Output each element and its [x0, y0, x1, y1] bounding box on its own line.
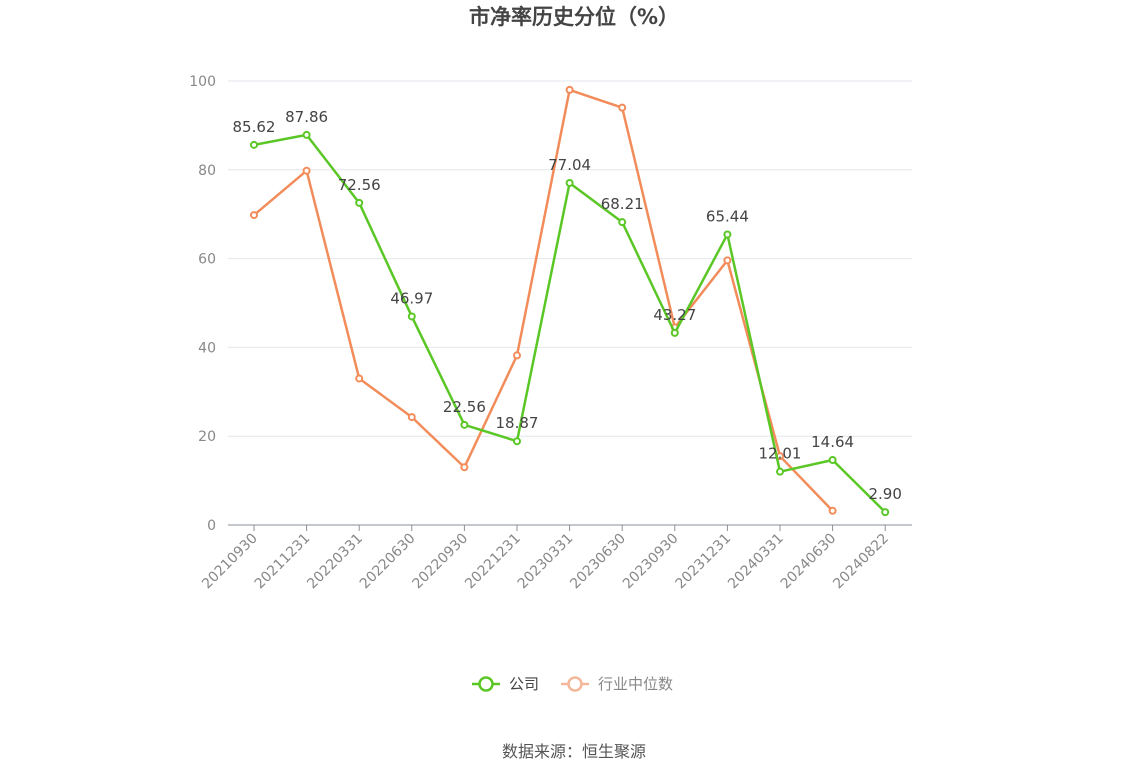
y-tick-label: 20	[198, 429, 216, 445]
data-label: 43.27	[653, 306, 696, 324]
data-point[interactable]	[723, 230, 732, 239]
data-point[interactable]	[565, 178, 574, 187]
y-tick-label: 60	[198, 252, 216, 268]
x-tick-label: 20220331	[304, 531, 366, 593]
data-label: 14.64	[811, 433, 854, 451]
series-1	[250, 85, 837, 515]
x-tick-label: 20240630	[778, 531, 840, 593]
series-0: 85.62 87.86 72.56 46.97 22.56 18.87 77.04 68.21…	[233, 108, 902, 517]
data-point[interactable]	[407, 312, 416, 321]
x-tick-label: 20240822	[830, 531, 892, 593]
data-label: 2.90	[868, 485, 901, 503]
y-axis: 0 20 40 60 80 100	[189, 74, 216, 534]
data-point[interactable]	[828, 455, 837, 464]
data-label: 72.56	[338, 176, 381, 194]
x-tick-label: 20231231	[673, 531, 735, 593]
x-tick-label: 20240331	[725, 531, 787, 593]
data-point[interactable]	[618, 103, 627, 112]
data-label: 22.56	[443, 398, 486, 416]
data-point[interactable]	[355, 198, 364, 207]
data-point[interactable]	[250, 140, 258, 149]
y-tick-label: 80	[198, 163, 216, 179]
x-tick-label: 20220930	[410, 531, 472, 593]
source-note: 数据来源：恒生聚源	[502, 742, 646, 761]
data-point[interactable]	[302, 130, 311, 139]
legend-item-1[interactable]: 行业中位数	[561, 675, 673, 693]
legend[interactable]: 公司 行业中位数	[472, 675, 673, 693]
y-tick-label: 0	[207, 518, 216, 534]
data-point[interactable]	[618, 218, 627, 227]
data-point[interactable]	[513, 351, 521, 360]
data-label: 87.86	[285, 108, 328, 126]
series-line	[253, 88, 834, 512]
data-point[interactable]	[881, 508, 890, 517]
y-tick-label: 40	[198, 340, 216, 356]
data-point[interactable]	[407, 413, 416, 422]
legend-item-0[interactable]: 公司	[472, 675, 539, 693]
chart-title: 市净率历史分位（%）	[469, 5, 679, 29]
data-point[interactable]	[460, 420, 469, 429]
data-point[interactable]	[670, 328, 679, 337]
data-label: 46.97	[390, 289, 433, 307]
y-tick-label: 100	[189, 74, 216, 90]
data-label: 68.21	[601, 195, 644, 213]
data-point[interactable]	[513, 437, 521, 446]
data-label: 18.87	[496, 414, 539, 432]
x-tick-label: 20220630	[357, 531, 419, 593]
x-tick-label: 20230930	[620, 531, 682, 593]
legend-label: 公司	[509, 675, 539, 693]
x-tick-label: 20211231	[252, 531, 314, 593]
data-point[interactable]	[302, 166, 311, 175]
legend-marker-icon	[478, 676, 494, 692]
x-tick-label: 20221231	[462, 531, 524, 593]
data-label: 65.44	[706, 207, 749, 225]
data-point[interactable]	[565, 85, 574, 94]
data-point[interactable]	[828, 506, 837, 515]
data-point[interactable]	[250, 211, 258, 220]
x-tick-label: 20210930	[199, 531, 261, 593]
data-label: 77.04	[548, 156, 591, 174]
data-point[interactable]	[723, 256, 732, 265]
data-point[interactable]	[776, 467, 784, 476]
legend-marker-icon	[567, 676, 583, 692]
data-point[interactable]	[355, 374, 364, 383]
legend-label: 行业中位数	[598, 675, 673, 693]
x-tick-label: 20230331	[515, 531, 577, 593]
data-point[interactable]	[460, 463, 469, 472]
data-label: 85.62	[233, 118, 276, 136]
series-group: 85.62 87.86 72.56 46.97 22.56 18.87 77.04 68.21…	[233, 85, 902, 517]
x-tick-label: 20230630	[567, 531, 629, 593]
x-axis: 2021093020211231202203312022063020220930…	[199, 524, 912, 593]
grid	[228, 80, 912, 437]
data-label: 12.01	[759, 445, 802, 463]
